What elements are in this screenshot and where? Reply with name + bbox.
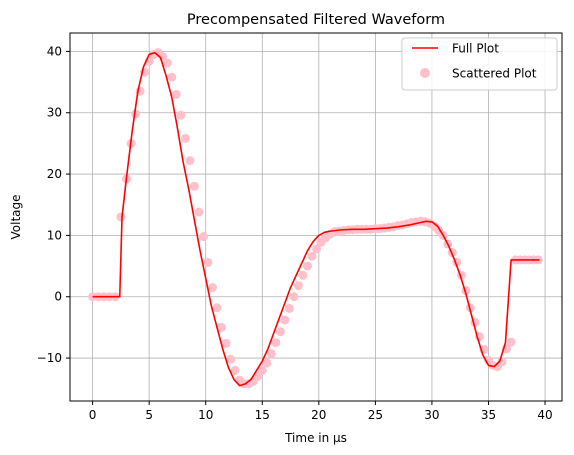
y-tick-label: 40 [47,44,62,58]
legend-box [401,37,558,91]
x-tick-label: 30 [424,408,439,422]
plot-frame [69,32,563,402]
x-tick-label: 5 [145,408,153,422]
x-tick-label: 20 [311,408,326,422]
scatter-point [116,212,126,222]
scatter-point [217,322,227,332]
scatter-point [212,303,222,313]
y-tick-label: 0 [54,290,62,304]
x-tick-label: 0 [89,408,97,422]
legend-scatter-swatch [420,68,430,78]
scatter-point [226,354,236,364]
scatter-point [180,133,190,143]
grid-lines [70,33,562,401]
y-tick-label: 20 [47,167,62,181]
scatter-point [176,110,186,120]
legend-label-full-plot: Full Plot [452,42,499,56]
y-axis-label: Voltage [9,194,23,239]
scatter-point [293,281,303,291]
scatter-point [257,365,267,375]
scatter-point [307,251,317,261]
scatter-point [194,207,204,217]
y-tick-label: 10 [47,228,62,242]
scatter-point [208,283,218,293]
line-series [92,51,540,387]
scatter-point [298,270,308,280]
x-tick-label: 35 [481,408,496,422]
scatter-point [203,257,213,267]
x-tick-label: 40 [537,408,552,422]
scatter-point [221,338,231,348]
scatter-point [506,337,516,347]
scatter-point [303,261,313,271]
scatter-point [167,72,177,82]
y-tick-label: 30 [47,106,62,120]
legend-label-scattered-plot: Scattered Plot [452,67,537,81]
legend: Full Plot Scattered Plot [401,37,558,91]
scatter-point [284,303,294,313]
scatter-point [275,327,285,337]
scatter-point [271,338,281,348]
scatter-point [171,89,181,99]
scatter-point [312,244,322,254]
scatter-point [280,315,290,325]
x-tick-label: 25 [368,408,383,422]
scatter-point [289,292,299,302]
scatter-point [185,156,195,166]
scatter-point [162,58,172,68]
scatter-point [131,109,141,119]
x-tick-label: 15 [255,408,270,422]
scatter-point [253,371,263,381]
scatter-point [266,349,276,359]
y-tick-label: −10 [37,351,62,365]
scatter-point [262,358,272,368]
x-axis-ticks: 0 5 10 15 20 25 30 35 40 [89,401,553,422]
scatter-point [198,232,208,242]
scatter-point [230,365,240,375]
x-axis-label: Time in µs [284,431,347,445]
chart-title: Precompensated Filtered Waveform [187,12,445,28]
full-plot-line [92,51,540,387]
y-axis-ticks: −10 0 10 20 30 40 [37,44,70,365]
x-tick-label: 10 [198,408,213,422]
scatter-point [189,181,199,191]
